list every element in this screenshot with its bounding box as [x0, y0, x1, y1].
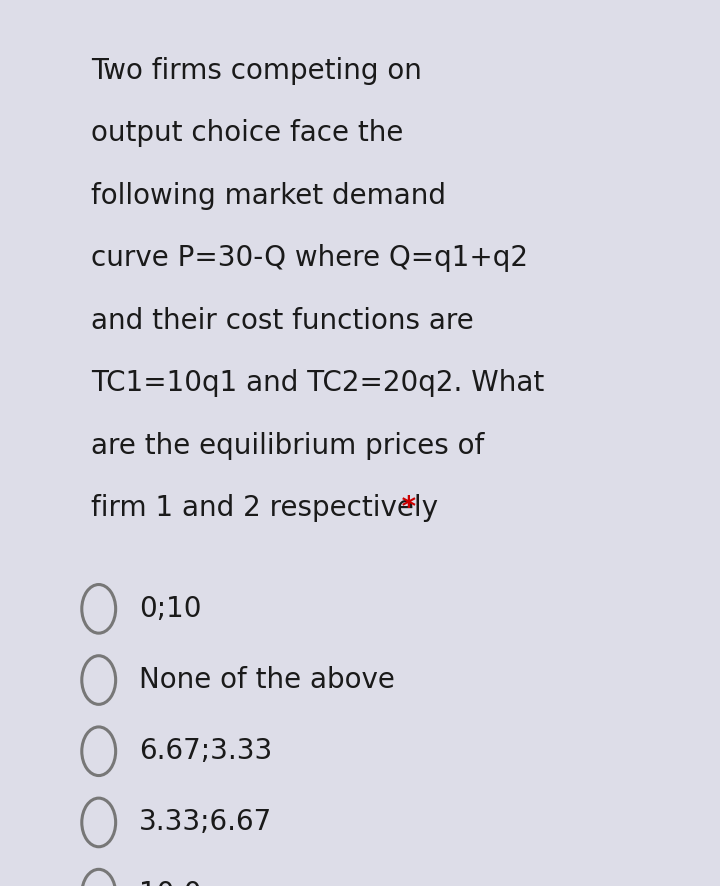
- Text: following market demand: following market demand: [91, 182, 446, 210]
- Text: curve P=30-Q where Q=q1+q2: curve P=30-Q where Q=q1+q2: [91, 245, 528, 272]
- Text: None of the above: None of the above: [139, 666, 395, 694]
- Text: output choice face the: output choice face the: [91, 119, 403, 147]
- Text: Two firms competing on: Two firms competing on: [91, 57, 422, 85]
- Text: firm 1 and 2 respectively: firm 1 and 2 respectively: [91, 494, 438, 522]
- Text: TC1=10q1 and TC2=20q2. What: TC1=10q1 and TC2=20q2. What: [91, 369, 544, 397]
- Text: 6.67;3.33: 6.67;3.33: [139, 737, 272, 766]
- Text: are the equilibrium prices of: are the equilibrium prices of: [91, 431, 484, 460]
- Text: 0;10: 0;10: [139, 595, 202, 623]
- Text: 3.33;6.67: 3.33;6.67: [139, 808, 272, 836]
- Text: and their cost functions are: and their cost functions are: [91, 307, 474, 335]
- Text: 10;0: 10;0: [139, 880, 202, 886]
- Text: *: *: [392, 494, 416, 522]
